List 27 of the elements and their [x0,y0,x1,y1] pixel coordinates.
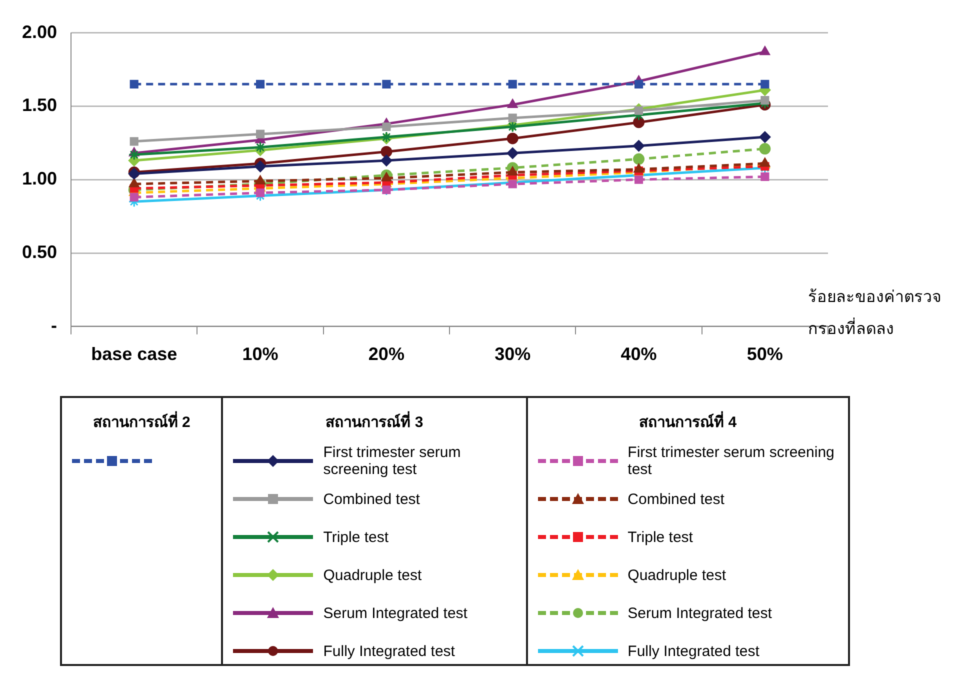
y-tick-label: 0.50 [22,242,58,262]
y-tick-label: 1.00 [22,168,58,189]
text: สถานการณ์ที่ 2 [92,410,192,433]
x-tick-label: 10% [242,344,278,364]
legend-label: First trimester serum screening test [323,444,462,478]
legend-label: Quadruple test [323,566,422,584]
legend-label: Combined test [628,490,724,508]
x-tick-label: base case [91,344,178,364]
text: สถานการณ์ที่ 3 [324,410,424,433]
legend-label: Combined test [323,490,420,508]
legend-label: Serum Integrated test [628,604,772,622]
x-axis-title: ร้อยละของค่าตรวจกรองที่ลดลง [808,288,942,340]
legend-label: First trimester serum screening test [628,444,836,478]
legend-label: Triple test [323,528,389,546]
y-tick-label: - [51,315,58,336]
legend-label: Triple test [628,528,693,546]
y-tick-label: 1.50 [22,95,58,116]
x-tick-label: 30% [494,344,531,364]
text: สถานการณ์ที่ 4 [638,410,738,433]
y-tick-label: 2.00 [22,22,58,42]
x-tick-label: 50% [746,344,783,364]
x-tick-label: 20% [368,344,404,364]
x-tick-label: 40% [620,344,657,364]
legend-label: Fully Integrated test [323,642,455,660]
legend-label: Quadruple test [628,566,726,584]
legend-label: Fully Integrated test [628,642,760,660]
legend-label: Serum Integrated test [323,604,468,622]
